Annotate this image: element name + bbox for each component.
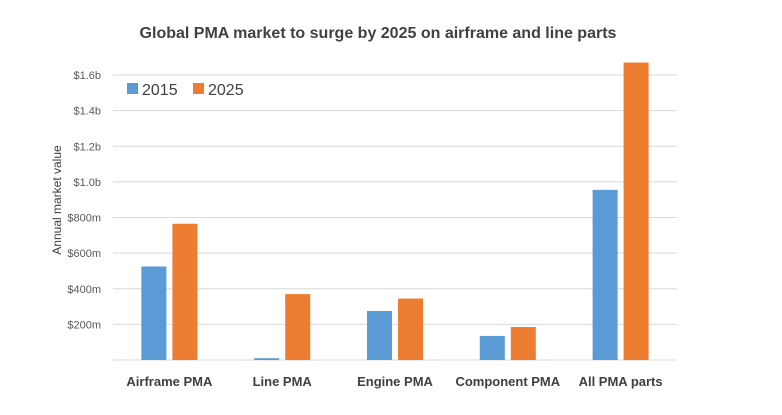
bar-2025-3	[510, 327, 536, 360]
bar-2025-4	[623, 62, 649, 360]
bar-2015-0	[141, 266, 167, 360]
bar-2015-4	[592, 189, 618, 360]
legend-swatch	[127, 83, 138, 94]
y-tick-label: $400m	[67, 284, 101, 296]
legend-label: 2025	[208, 82, 244, 99]
bar-2025-0	[172, 223, 198, 360]
bar-2015-2	[367, 311, 392, 360]
x-tick-label: Line PMA	[253, 374, 313, 389]
y-axis-label: Annual market value	[50, 145, 64, 255]
y-tick-label: $800m	[67, 213, 101, 225]
x-tick-label: Component PMA	[455, 374, 560, 389]
legend-label: 2015	[142, 82, 178, 99]
y-tick-label: $200m	[67, 319, 101, 331]
bar-2015-1	[254, 358, 280, 360]
legend-swatch	[193, 83, 204, 94]
y-tick-label: $1.2b	[73, 141, 101, 153]
y-tick-label: $1.0b	[73, 177, 101, 189]
chart-title: Global PMA market to surge by 2025 on ai…	[140, 25, 617, 42]
x-tick-label: All PMA parts	[579, 374, 663, 389]
bar-2025-2	[398, 298, 423, 360]
x-tick-label: Engine PMA	[357, 374, 433, 389]
y-tick-label: $600m	[67, 248, 101, 260]
x-tick-label: Airframe PMA	[126, 374, 213, 389]
y-tick-label: $1.4b	[73, 106, 101, 118]
y-tick-label: $1.6b	[73, 70, 101, 82]
bar-2015-3	[479, 335, 505, 360]
bar-2025-1	[285, 294, 311, 360]
